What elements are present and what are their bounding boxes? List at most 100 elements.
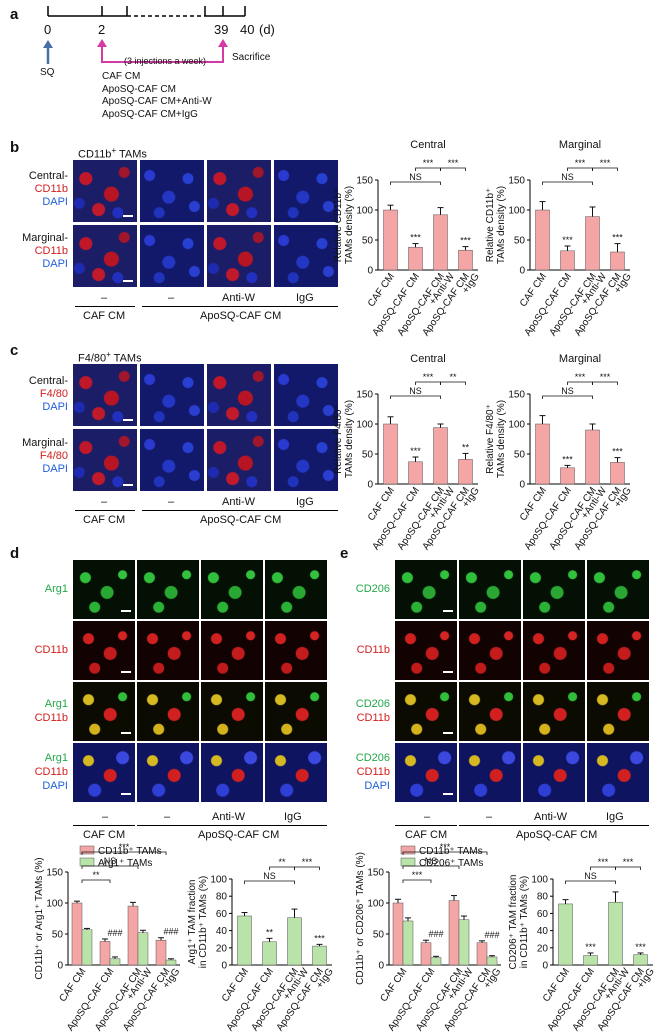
panel-e-image-r2c4	[587, 621, 649, 680]
c-image-r2c1	[73, 429, 137, 491]
panel-e-image-r1c3	[523, 560, 585, 619]
significance-bracket	[615, 866, 641, 870]
significance-bracket	[590, 866, 616, 870]
bar-secondary	[137, 932, 149, 966]
bar	[237, 915, 252, 966]
d-col2-dash: –	[164, 811, 171, 823]
bar	[585, 429, 600, 485]
significance-bracket	[440, 167, 466, 171]
y-axis-label: CD206⁺ TAM fraction	[508, 875, 519, 970]
panel-d-image-r4c4	[265, 743, 327, 802]
y-axis-label: Relative F4/80⁺	[485, 404, 496, 474]
panel-d-image-r2c4	[265, 621, 327, 680]
y-tick-label: 0	[367, 266, 373, 277]
panel-label-b: b	[10, 139, 20, 156]
significance-bracket	[440, 381, 466, 385]
y-tick-label: 100	[508, 420, 525, 431]
c-image-r1c1	[73, 364, 137, 426]
bar	[535, 209, 550, 271]
y-tick-label: 0	[378, 961, 384, 972]
panel-e-image-r4c1	[395, 743, 457, 802]
bar	[633, 954, 648, 966]
sq-label: SQ	[40, 67, 55, 78]
legend-label: CD11b⁺ TAMs	[98, 846, 162, 857]
bar-primary	[448, 900, 460, 966]
d-col3-antiw: Anti-W	[212, 811, 245, 823]
panel-d-image-r1c1	[73, 560, 135, 619]
y-tick-label: 150	[356, 176, 373, 187]
significance-mark: ***	[585, 942, 596, 952]
panel-d-image-r2c3	[201, 621, 263, 680]
bar	[383, 209, 398, 271]
bar	[585, 216, 600, 271]
c-image-r2c2	[140, 429, 204, 491]
y-tick-label: 60	[537, 909, 549, 920]
significance-bracket	[592, 381, 618, 385]
y-tick-label: 100	[531, 875, 548, 886]
significance-bracket	[415, 381, 441, 385]
panel-d-image-r1c2	[137, 560, 199, 619]
b-image-r2c4	[274, 225, 338, 287]
timeline-diagram	[43, 6, 246, 64]
significance-mark: **	[462, 442, 470, 452]
y-tick-label: 0	[57, 961, 63, 972]
stain-label: CD11b	[34, 712, 68, 724]
d-col4-igg: IgG	[284, 811, 302, 823]
bar-secondary	[402, 920, 414, 966]
sacrifice-label: Sacrifice	[232, 52, 271, 63]
tick-0: 0	[44, 22, 52, 37]
b-image-r1c2	[140, 160, 204, 222]
bracket-label: **	[278, 857, 286, 867]
e-group-caf: CAF CM	[405, 829, 448, 841]
panel-d-image-r3c1	[73, 682, 135, 741]
bar-secondary	[458, 919, 470, 966]
panel-d-row1-label: Arg1	[8, 582, 68, 596]
panel-d-row2-label: CD11b	[8, 643, 68, 657]
e-group-aposq: ApoSQ-CAF CM	[516, 829, 598, 841]
y-tick-label: 0	[519, 266, 525, 277]
bracket-label: NS	[425, 856, 438, 866]
bracket-label: ***	[423, 372, 434, 382]
panel-d-image-r1c3	[201, 560, 263, 619]
bar	[433, 427, 448, 485]
significance-mark: ***	[562, 235, 573, 245]
legend-label: CD11b⁺ TAMs	[419, 846, 483, 857]
tick-39: 39	[214, 22, 229, 37]
stain-label: CD11b	[34, 766, 68, 778]
panel-label-a: a	[10, 6, 19, 23]
b-group-caf: CAF CM	[83, 310, 126, 322]
significance-bracket	[592, 167, 618, 171]
significance-mark: ***	[460, 236, 471, 246]
significance-bracket	[402, 865, 460, 869]
bracket-label: NS	[584, 871, 597, 881]
b-row1-label: Central- CD11b DAPI	[6, 170, 68, 209]
panel-d-row3-label: Arg1 CD11b	[8, 697, 68, 725]
panel-d-image-r1c4	[265, 560, 327, 619]
bar	[560, 467, 575, 485]
legend-label: Arg1⁺ TAMs	[98, 858, 152, 869]
chart-b-central: 0 50 100 150 Central Relative CD11b⁺ TAMs dens…	[333, 139, 482, 338]
bracket-label: ***	[600, 158, 611, 168]
c-row2-label: Marginal- F4/80 DAPI	[6, 437, 68, 476]
stain-label: CD206	[355, 583, 390, 595]
stain-label: CD11b	[356, 712, 390, 724]
bar-primary	[392, 902, 404, 966]
panel-e-image-r2c3	[523, 621, 585, 680]
c-row2-stain: DAPI	[42, 463, 68, 475]
stain-label: CD206	[355, 698, 390, 710]
bar-primary	[127, 905, 139, 966]
significance-bracket	[402, 851, 488, 855]
y-axis-label: TAMs density (%)	[344, 400, 355, 478]
b-image-r2c1	[73, 225, 137, 287]
b-row1-marker: CD11b	[34, 183, 68, 195]
bracket-label: ***	[598, 857, 609, 867]
c-row1-marker: F4/80	[39, 388, 68, 400]
bracket-label: ***	[623, 857, 634, 867]
stain-label: CD11b	[34, 644, 68, 656]
panel-d-image-r3c3	[201, 682, 263, 741]
stain-label: DAPI	[364, 780, 390, 792]
y-tick-label: 150	[356, 390, 373, 401]
bar-secondary	[109, 958, 121, 966]
significance-bracket	[81, 851, 167, 855]
